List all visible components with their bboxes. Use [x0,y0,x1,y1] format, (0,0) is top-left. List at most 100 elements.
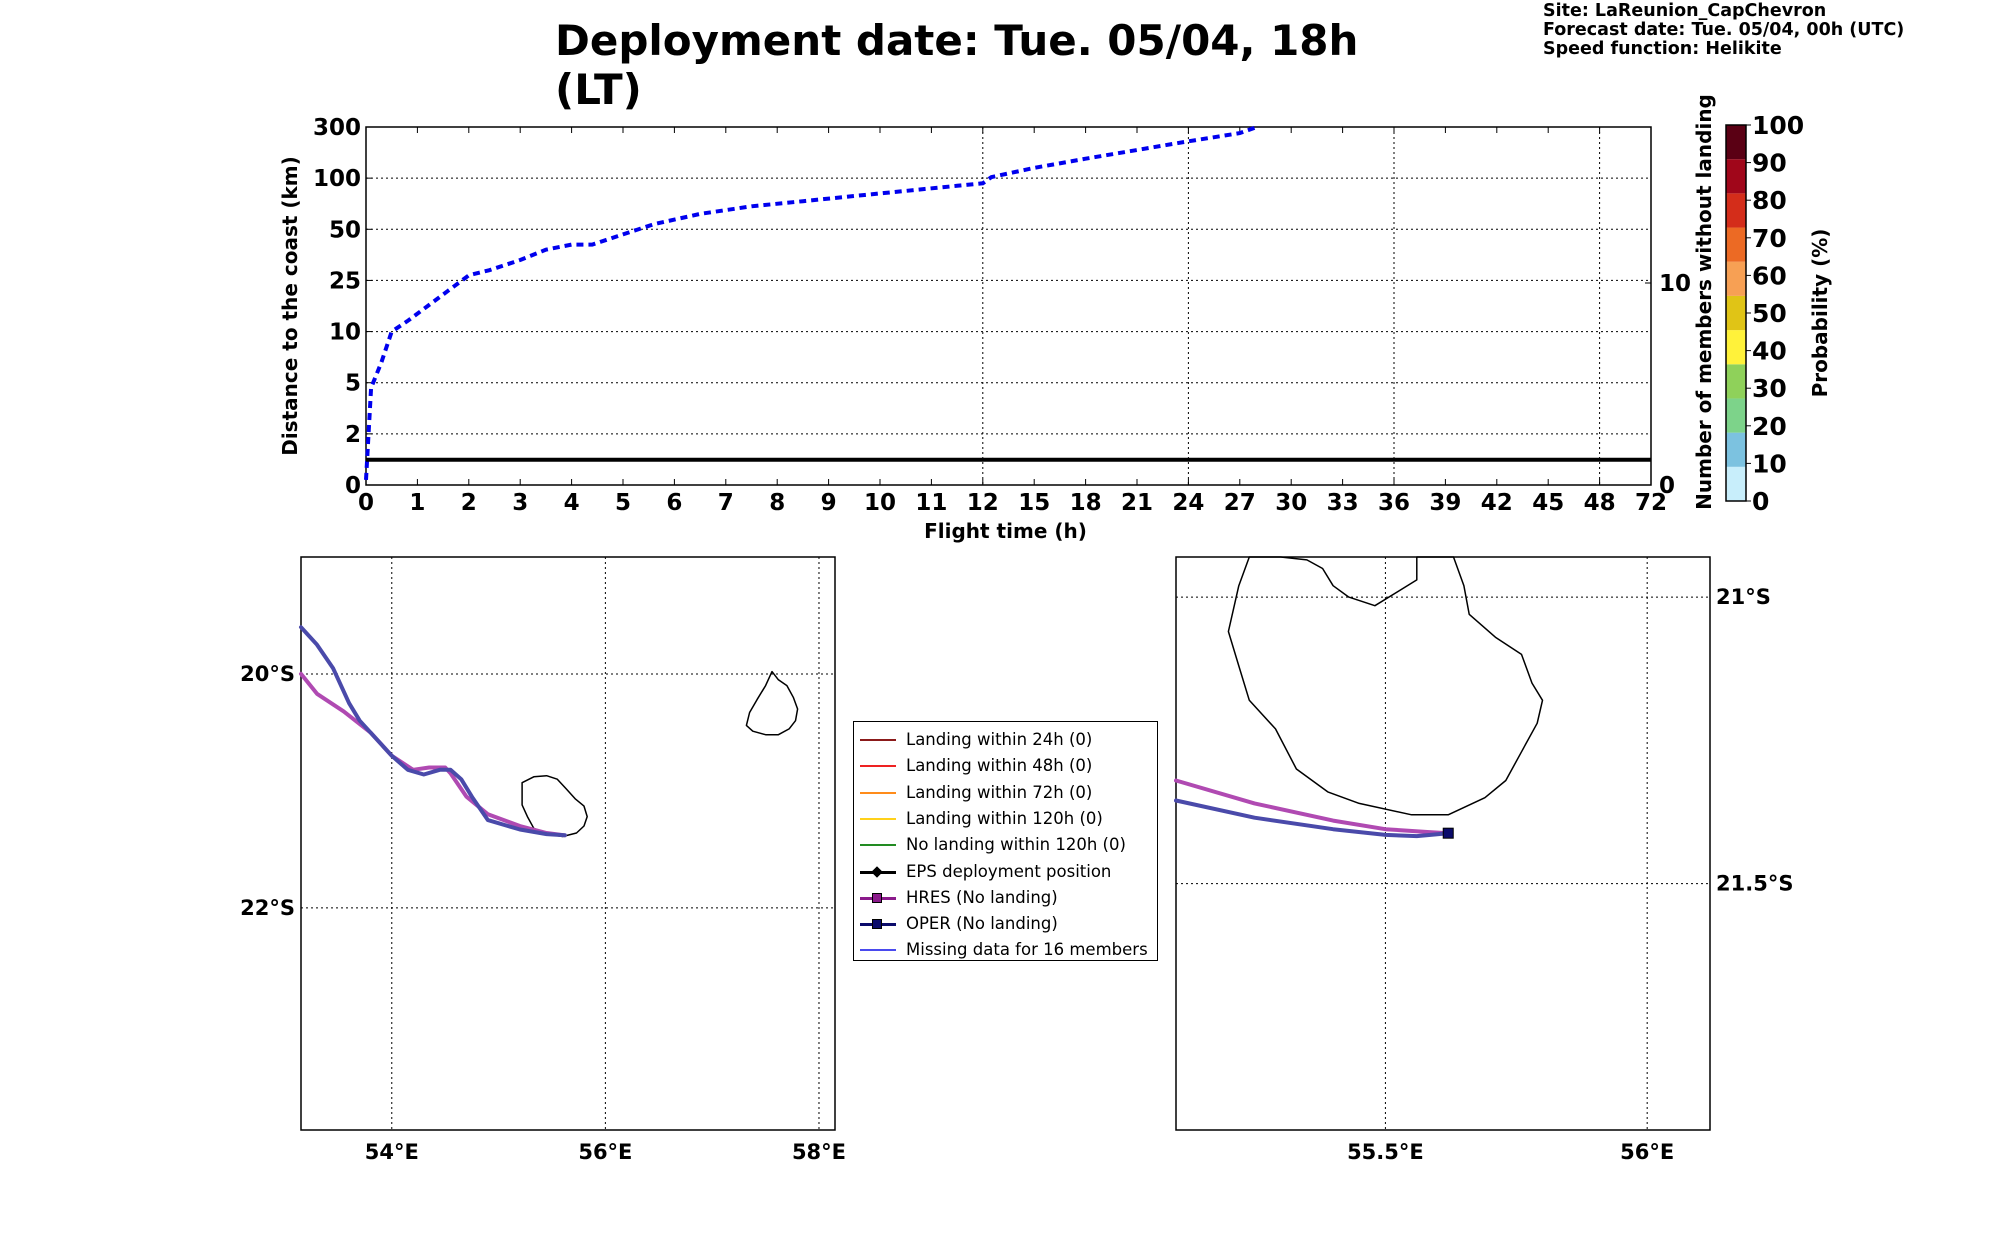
colorbar-tick-label: 100 [1752,111,1804,140]
left-map-lon-label: 58°E [792,1140,846,1164]
legend-label: Landing within 72h (0) [906,782,1093,802]
colorbar-segment [1726,398,1746,433]
x-tick-label: 3 [512,490,528,516]
colorbar-segment [1726,330,1746,365]
legend-item: HRES (No landing) [854,886,1157,910]
colorbar-tick-label: 40 [1752,337,1787,366]
legend-line-swatch [860,791,896,794]
x-tick-label: 45 [1532,490,1564,516]
x-tick-label: 10 [864,490,896,516]
colorbar-tick-label: 50 [1752,299,1787,328]
x-axis-label: Flight time (h) [924,519,1087,543]
legend-label: Landing within 24h (0) [906,730,1093,749]
colorbar-segment [1726,227,1746,262]
x-tick-label: 39 [1429,490,1461,516]
y-tick-label: 10 [329,320,361,346]
legend-label: Landing within 48h (0) [906,756,1093,776]
forecast-date-label: Forecast date: Tue. 05/04, 00h (UTC) [1543,20,1905,40]
legend-item: Landing within 24h (0) [854,728,1157,752]
legend: Landing within 24h (0) Landing within 48h… [853,721,1158,961]
right-map-hres-track [1174,778,1451,836]
diamond-marker-icon [871,865,883,878]
x-tick-label: 2 [461,490,477,516]
legend-line-swatch [860,949,896,952]
right-map-lon-label: 55.5°E [1347,1140,1424,1164]
colorbar-tick-label: 90 [1752,149,1787,178]
colorbar-tick-label: 60 [1752,261,1787,290]
legend-label: HRES (No landing) [906,887,1058,907]
right-map-oper-track [1174,798,1451,839]
x-tick-label: 11 [915,490,947,516]
x-tick-label: 7 [718,490,734,516]
mauritius-coastline [745,670,799,736]
legend-label: EPS deployment position [906,861,1112,881]
x-tick-label: 72 [1635,490,1667,516]
square-marker-icon [872,919,882,930]
left-map-lat-label: 20°S [240,662,295,686]
speed-function-label: Speed function: Helikite [1543,39,1782,59]
colorbar-label: Probability (%) [1808,229,1832,398]
legend-item: OPER (No landing) [854,912,1157,936]
legend-label: Missing data for 16 members [906,940,1148,960]
y-tick-label: 2 [345,422,361,448]
x-tick-label: 12 [967,490,999,516]
legend-item: Landing within 120h (0) [854,807,1157,831]
colorbar-segment [1726,466,1746,501]
colorbar-segment [1726,159,1746,194]
x-tick-label: 9 [821,490,837,516]
left-map-lat-label: 22°S [240,896,295,920]
reunion-coastline [521,774,588,838]
x-tick-label: 18 [1070,490,1102,516]
colorbar-segment [1726,295,1746,331]
x-tick-label: 5 [615,490,631,516]
right-map-lon-label: 56°E [1620,1140,1674,1164]
x-tick-label: 36 [1378,490,1410,516]
x-tick-label: 6 [666,490,682,516]
distance-series-line [364,125,1258,481]
left-map-frame [300,556,836,1131]
x-tick-label: 15 [1018,490,1050,516]
colorbar-tick-label: 80 [1752,186,1787,215]
colorbar-tick-label: 10 [1752,449,1787,478]
site-label: Site: LaReunion_CapChevron [1543,1,1827,21]
x-tick-label: 33 [1327,490,1359,516]
legend-line-swatch [860,844,896,847]
colorbar-segment [1726,432,1746,467]
x-tick-label: 27 [1224,490,1256,516]
right-map-deployment-marker [1442,827,1454,839]
left-map-lon-label: 54°E [365,1140,419,1164]
legend-item: Missing data for 16 members [854,938,1157,962]
right-map-frame [1175,556,1711,1131]
colorbar-segment [1726,125,1746,160]
x-tick-label: 21 [1121,490,1153,516]
colorbar-tick-label: 0 [1752,487,1769,516]
y-tick-label: 300 [313,115,361,141]
x-tick-label: 30 [1275,490,1307,516]
left-map-oper-track [299,625,567,838]
reunion-coastline [1227,556,1544,816]
colorbar-tick-label: 70 [1752,224,1787,253]
y-tick-label: 0 [345,473,361,499]
legend-label: OPER (No landing) [906,914,1058,934]
x-tick-label: 42 [1481,490,1513,516]
page-title: Deployment date: Tue. 05/04, 18h (LT) [555,16,1359,114]
colorbar-segment [1726,261,1746,296]
y-tick-label: 50 [329,217,361,243]
y-axis-label: Distance to the coast (km) [278,156,302,456]
x-tick-label: 1 [409,490,425,516]
right-y-tick-label: 10 [1659,271,1691,297]
legend-item: Landing within 48h (0) [854,754,1157,778]
legend-line-swatch [860,739,896,741]
right-y-tick-label: 0 [1659,473,1675,499]
y-tick-label: 25 [329,268,361,294]
y-tick-label: 100 [313,166,361,192]
left-map-hres-track [299,671,567,838]
x-tick-label: 0 [358,490,374,516]
legend-label: No landing within 120h (0) [906,835,1126,855]
plot-area [365,126,1652,486]
right-map-lat-label: 21°S [1716,585,1771,609]
left-map-lon-label: 56°E [578,1140,632,1164]
legend-line-swatch [860,817,896,820]
